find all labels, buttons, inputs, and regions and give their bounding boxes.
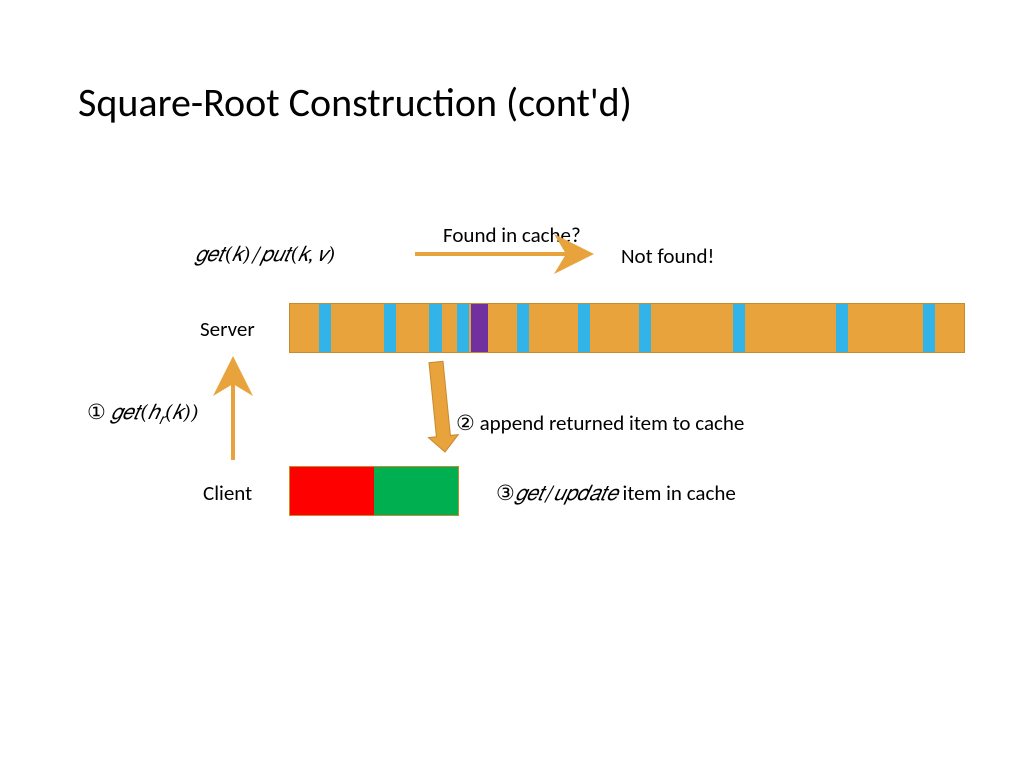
server-segment <box>848 304 923 352</box>
server-segment <box>923 304 935 352</box>
server-segment <box>935 304 964 352</box>
client-cache-bar <box>289 466 459 516</box>
client-label: Client <box>203 480 252 506</box>
server-segment <box>517 304 529 352</box>
found-in-cache-label: Found in cache? <box>443 222 581 248</box>
server-segment <box>529 304 578 352</box>
server-segment <box>745 304 836 352</box>
step-3-expr: 𝑔𝑒𝑡/𝑢𝑝𝑑𝑎𝑡𝑒 <box>515 482 618 506</box>
server-memory-bar <box>289 303 965 353</box>
step-2-label: ② append returned item to cache <box>456 410 744 436</box>
get-put-expr: 𝑔𝑒𝑡(𝑘)/𝑝𝑢𝑡(𝑘, 𝑣) <box>195 243 336 267</box>
server-segment <box>457 304 469 352</box>
server-segment <box>442 304 457 352</box>
step-2-text: append returned item to cache <box>475 410 745 436</box>
server-segment <box>429 304 441 352</box>
step-1-expr: 𝑔𝑒𝑡(ℎ𝑟(𝑘)) <box>111 401 200 425</box>
server-segment <box>290 304 319 352</box>
client-segment <box>290 467 374 515</box>
step-3-text: item in cache <box>618 480 736 506</box>
step-2-number: ② <box>456 411 475 436</box>
server-segment <box>590 304 639 352</box>
server-segment <box>639 304 651 352</box>
server-segment <box>651 304 733 352</box>
step-3-number: ③ <box>496 481 515 506</box>
server-segment <box>384 304 396 352</box>
server-segment <box>319 304 331 352</box>
server-segment <box>733 304 745 352</box>
page-title: Square-Root Construction (cont'd) <box>78 78 632 127</box>
server-segment <box>396 304 429 352</box>
server-segment <box>471 304 488 352</box>
server-segment <box>488 304 517 352</box>
step-1-number: ① <box>87 400 106 425</box>
server-segment <box>331 304 384 352</box>
not-found-label: Not found! <box>621 243 714 269</box>
server-segment <box>578 304 590 352</box>
step-1-label: ① 𝑔𝑒𝑡(ℎ𝑟(𝑘)) <box>87 399 199 428</box>
client-segment <box>374 467 458 515</box>
server-segment <box>836 304 848 352</box>
server-label: Server <box>200 316 255 342</box>
append-arrow <box>0 0 1 1</box>
step-3-label: ③ 𝑔𝑒𝑡/𝑢𝑝𝑑𝑎𝑡𝑒 item in cache <box>496 480 736 506</box>
